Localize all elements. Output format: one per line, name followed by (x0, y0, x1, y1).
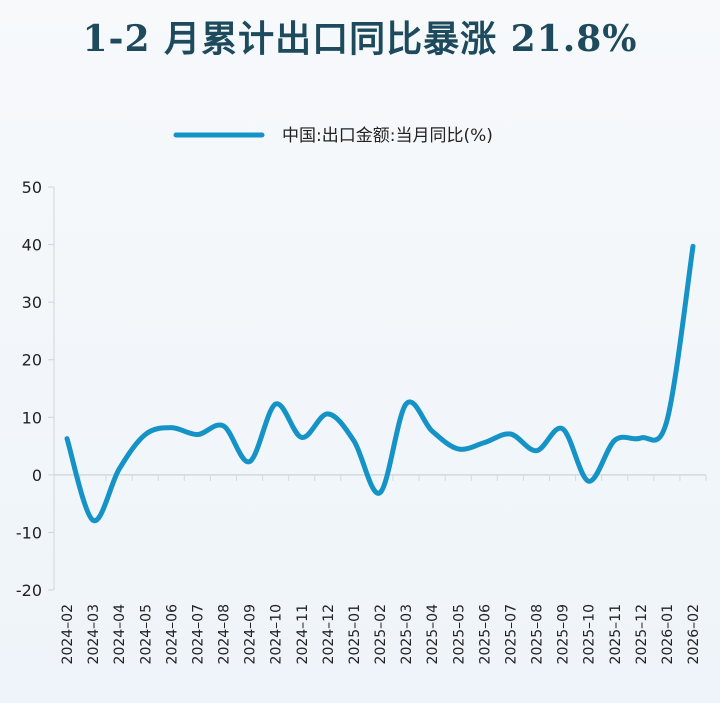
x-tick-label: 2024–11 (295, 604, 311, 664)
x-tick-label: 2024–08 (217, 604, 233, 664)
x-tick-label: 2024–10 (269, 604, 285, 664)
x-tick-label: 2024–05 (138, 604, 154, 664)
x-tick-label: 2025–12 (634, 604, 650, 664)
x-tick-label: 2025–09 (556, 604, 572, 664)
x-tick-label: 2025–03 (399, 604, 415, 664)
x-tick-label: 2024–02 (60, 604, 76, 664)
x-tick-label: 2026–02 (686, 604, 702, 664)
x-tick-label: 2025–01 (347, 604, 363, 664)
x-tick-label: 2025–02 (373, 604, 389, 664)
x-tick-label: 2025–04 (425, 604, 441, 665)
y-tick-label: 30 (22, 293, 42, 312)
series-line (64, 243, 696, 523)
legend-label: 中国:出口金额:当月同比(%) (282, 126, 493, 146)
x-tick-label: 2024–04 (112, 604, 128, 665)
x-tick-label: 2024–07 (190, 604, 206, 664)
x-tick-label: 2024–06 (164, 604, 180, 665)
y-tick-label: 40 (22, 236, 42, 255)
x-tick-label: 2025–11 (608, 604, 624, 664)
x-tick-label: 2026–01 (660, 604, 676, 664)
x-tick-label: 2024–12 (321, 604, 337, 664)
x-tick-label: 2025–08 (530, 604, 546, 664)
y-tick-label: -20 (16, 581, 42, 600)
x-tick-label: 2025–05 (451, 604, 467, 664)
y-tick-label: 50 (22, 178, 42, 197)
x-tick-label: 2025–06 (477, 604, 493, 665)
legend: 中国:出口金额:当月同比(%) (173, 126, 493, 146)
y-tick-label: 10 (22, 408, 42, 427)
x-tick-label: 2025–07 (503, 604, 519, 664)
page-title: 1-2 月累计出口同比暴涨 21.8% (82, 18, 638, 60)
x-tick-label: 2024–09 (243, 604, 259, 664)
y-tick-label: 0 (32, 466, 42, 485)
x-tick-label: 2024–03 (86, 604, 102, 664)
y-tick-label: -10 (16, 523, 42, 542)
y-tick-label: 20 (22, 351, 42, 370)
x-tick-label: 2025–10 (582, 604, 598, 664)
